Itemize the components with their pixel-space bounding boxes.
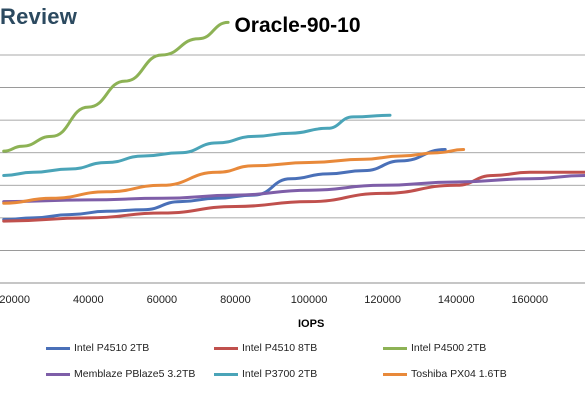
x-tick-label: 60000 [147, 294, 178, 306]
x-tick-label: 20000 [0, 294, 30, 306]
chart-title: Oracle-90-10 [234, 14, 361, 37]
series-line-1 [2, 170, 585, 223]
review-watermark: Review [0, 4, 78, 29]
x-tick-label: 100000 [291, 294, 328, 306]
x-tick-label: 80000 [220, 294, 251, 306]
series-line-2 [2, 20, 230, 153]
x-tick-label: 140000 [438, 294, 475, 306]
x-tick-label: 160000 [511, 294, 548, 306]
x-tick-label: 40000 [73, 294, 104, 306]
series-line-3 [2, 174, 585, 204]
series-line-0 [2, 148, 447, 221]
x-axis-label: IOPS [298, 318, 325, 330]
x-tick-label: 120000 [364, 294, 401, 306]
series-line-5 [2, 148, 466, 205]
series-line-4 [2, 113, 392, 177]
